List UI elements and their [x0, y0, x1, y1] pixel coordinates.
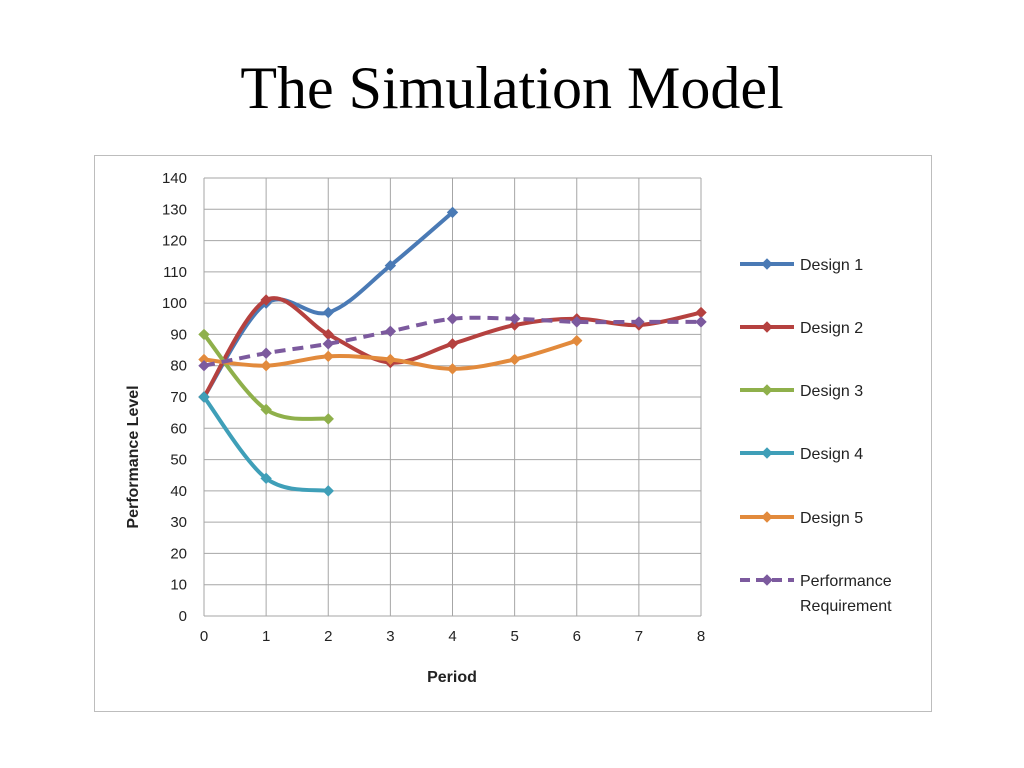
data-point-design-5 [260, 360, 272, 372]
x-tick-label: 3 [386, 628, 394, 645]
data-point-performance-requirement [695, 316, 707, 328]
x-tick-label: 8 [697, 628, 705, 645]
y-tick-label: 110 [163, 264, 187, 281]
legend-label-design-3: Design 3 [800, 383, 863, 400]
y-tick-label: 100 [162, 295, 187, 312]
data-point-design-2 [695, 306, 707, 319]
line-chart: 0 10 20 30 40 50 60 70 80 90 100 110 120 130 140 0 1 2 3 4 5… [125, 170, 892, 686]
data-point-performance-requirement [633, 316, 645, 328]
legend: Design 1 Design 2 Design 3 Design 4 Design 5… [740, 257, 892, 615]
x-axis-title: Period [427, 669, 477, 686]
data-point-performance-requirement [260, 347, 272, 359]
data-point-design-5 [322, 350, 334, 363]
legend-label-design-1: Design 1 [800, 257, 863, 274]
data-point-performance-requirement [322, 338, 334, 350]
data-point-design-5 [571, 334, 583, 347]
legend-marker-design-4 [761, 447, 773, 459]
x-tick-label: 6 [573, 628, 581, 645]
y-tick-label: 40 [170, 483, 187, 500]
legend-marker-design-5 [761, 511, 773, 523]
data-point-design-1 [322, 306, 334, 319]
series-lines [198, 206, 707, 497]
data-point-design-3 [198, 328, 210, 341]
data-point-design-1 [446, 206, 459, 219]
data-point-design-1 [384, 259, 397, 272]
x-tick-label: 4 [448, 628, 456, 645]
y-tick-label: 70 [170, 389, 187, 406]
data-point-design-2 [508, 319, 521, 331]
data-point-design-4 [198, 391, 210, 403]
data-point-performance-requirement [384, 325, 397, 338]
data-point-design-3 [260, 403, 272, 416]
y-tick-label: 140 [162, 170, 187, 187]
legend-marker-design-3 [761, 384, 773, 396]
grid-lines [203, 177, 702, 617]
data-point-design-4 [322, 485, 334, 497]
data-point-design-2 [446, 338, 459, 350]
legend-label-design-2: Design 2 [800, 320, 863, 337]
y-tick-label: 20 [170, 545, 187, 562]
y-tick-label: 0 [179, 608, 187, 625]
y-axis-title: Performance Level [125, 385, 142, 528]
data-point-design-5 [508, 353, 521, 366]
chart-frame: 0 10 20 30 40 50 60 70 80 90 100 110 120 130 140 0 1 2 3 4 5… [94, 155, 932, 712]
data-point-performance-requirement [508, 313, 521, 325]
y-tick-label: 60 [170, 420, 187, 437]
legend-label-performance-requirement: Performance Requirement [800, 573, 892, 615]
x-tick-label: 1 [262, 628, 270, 645]
y-tick-label: 10 [170, 577, 187, 594]
slide-title: The Simulation Model [240, 55, 784, 121]
data-point-performance-requirement [446, 313, 459, 325]
legend-marker-design-1 [761, 258, 773, 270]
legend-marker-performance-requirement [761, 574, 773, 586]
y-tick-label: 130 [162, 201, 187, 218]
legend-marker-design-2 [761, 321, 773, 333]
data-point-design-5 [384, 353, 397, 366]
data-point-design-2 [260, 294, 272, 306]
data-point-performance-requirement [571, 316, 583, 328]
y-tick-label: 30 [170, 514, 187, 531]
y-tick-label: 80 [170, 358, 187, 375]
data-point-performance-requirement [198, 360, 210, 372]
tick-labels: 0 10 20 30 40 50 60 70 80 90 100 110 120 130 140 0 1 2 3 4 5… [162, 170, 705, 645]
x-tick-label: 0 [200, 628, 208, 645]
legend-label-design-5: Design 5 [800, 510, 863, 527]
data-point-design-4 [260, 472, 272, 485]
x-tick-label: 5 [510, 628, 518, 645]
x-tick-label: 2 [324, 628, 332, 645]
x-tick-label: 7 [635, 628, 643, 645]
y-tick-label: 120 [162, 233, 187, 250]
data-point-design-5 [446, 363, 459, 375]
legend-label-design-4: Design 4 [800, 446, 863, 463]
data-point-design-3 [322, 413, 334, 425]
y-tick-label: 50 [170, 452, 187, 469]
y-tick-label: 90 [170, 326, 187, 343]
